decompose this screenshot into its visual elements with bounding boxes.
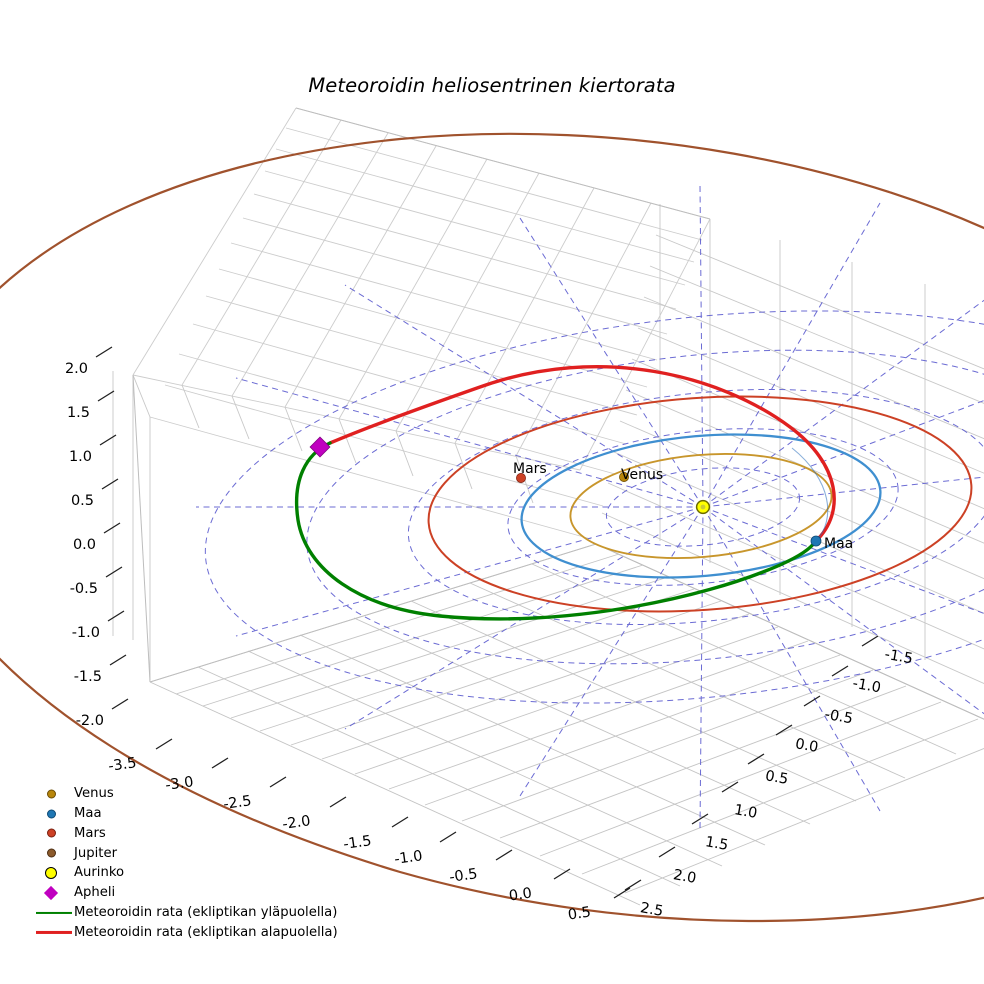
z-tick: -2.0 bbox=[76, 713, 104, 729]
body-label-mars: Mars bbox=[513, 461, 547, 477]
legend-item-maa[interactable]: Maa bbox=[32, 804, 362, 824]
y-tick: 1.5 bbox=[704, 834, 729, 854]
legend-label-jupiter: Jupiter bbox=[74, 845, 117, 861]
legend-marker-rata-alapuolella bbox=[32, 923, 74, 943]
legend-label-apheli: Apheli bbox=[74, 885, 116, 901]
x-tick: -2.0 bbox=[281, 813, 311, 833]
legend-item-apheli[interactable]: Apheli bbox=[32, 883, 362, 903]
pane-grid-left-vertical bbox=[132, 374, 534, 504]
box-edges bbox=[132, 107, 984, 720]
orbit-maa bbox=[520, 433, 882, 579]
y-tick: -1.5 bbox=[883, 647, 914, 668]
x-tick: -3.5 bbox=[107, 755, 137, 775]
orbit-mars bbox=[427, 395, 973, 613]
body-markers bbox=[309, 436, 822, 547]
legend-item-rata-ylapuolella[interactable]: Meteoroidin rata (ekliptikan yläpuolella… bbox=[32, 903, 362, 923]
legend-item-mars[interactable]: Mars bbox=[32, 824, 362, 844]
legend-label-aurinko: Aurinko bbox=[74, 865, 125, 881]
legend-marker-jupiter bbox=[32, 843, 74, 863]
meteoroid-orbit-below-ecliptic bbox=[328, 365, 836, 543]
meteoroid-orbit-above-ecliptic bbox=[295, 441, 818, 621]
legend-item-rata-alapuolella[interactable]: Meteoroidin rata (ekliptikan alapuolella… bbox=[32, 923, 362, 943]
marker-apheli bbox=[309, 436, 331, 458]
y-tick: -0.5 bbox=[823, 707, 854, 728]
orbit-jupiter bbox=[0, 132, 984, 923]
tick-marks bbox=[95, 346, 879, 899]
orbit-venus bbox=[569, 452, 833, 560]
meteoroid-orbit-node-hint bbox=[791, 447, 829, 542]
marker-mars bbox=[516, 473, 526, 483]
body-label-venus: Venus bbox=[621, 467, 663, 483]
legend-marker-aurinko bbox=[32, 863, 74, 883]
page-title: Meteoroidin heliosentrinen kiertorata bbox=[308, 74, 676, 97]
z-axis-tick-labels: 2.0 1.5 1.0 0.5 0.0 -0.5 -1.0 -1.5 -2.0 bbox=[65, 361, 104, 729]
y-axis-tick-labels-bottom: 2.5 2.0 1.5 1.0 bbox=[639, 802, 758, 920]
marker-venus bbox=[619, 472, 629, 482]
legend-label-maa: Maa bbox=[74, 806, 102, 822]
legend: Venus Maa Mars Jupiter Aurinko bbox=[32, 784, 362, 942]
polar-grid bbox=[196, 184, 984, 830]
z-tick: -0.5 bbox=[70, 581, 98, 597]
x-tick: -0.5 bbox=[448, 866, 478, 886]
legend-label-rata-alapuolella: Meteoroidin rata (ekliptikan alapuolella… bbox=[74, 924, 338, 940]
y-axis-tick-labels-right: -1.5 -1.0 -0.5 0.0 0.5 bbox=[764, 647, 914, 788]
legend-label-venus: Venus bbox=[74, 786, 114, 802]
x-tick: 0.0 bbox=[508, 886, 533, 905]
x-tick: -1.0 bbox=[393, 848, 423, 868]
legend-marker-maa bbox=[32, 804, 74, 824]
marker-maa bbox=[810, 535, 822, 547]
y-tick: 0.5 bbox=[764, 768, 789, 788]
legend-item-aurinko[interactable]: Aurinko bbox=[32, 863, 362, 883]
legend-item-jupiter[interactable]: Jupiter bbox=[32, 843, 362, 863]
y-tick: 1.0 bbox=[733, 802, 758, 822]
legend-marker-apheli bbox=[32, 883, 74, 903]
body-text-labels: Mars Venus Maa bbox=[513, 461, 853, 552]
x-axis-tick-labels: -3.5 -3.0 -2.5 -2.0 -1.5 -1.0 -0.5 0.0 0… bbox=[107, 755, 592, 923]
y-tick: 2.5 bbox=[639, 900, 664, 920]
legend-item-venus[interactable]: Venus bbox=[32, 784, 362, 804]
z-tick: 0.0 bbox=[73, 537, 96, 553]
x-tick: -2.5 bbox=[222, 793, 252, 813]
z-tick: -1.0 bbox=[72, 625, 100, 641]
y-tick: -1.0 bbox=[851, 676, 882, 697]
legend-marker-rata-ylapuolella bbox=[32, 903, 74, 923]
z-tick: 1.5 bbox=[67, 405, 90, 421]
z-tick: 1.0 bbox=[69, 449, 92, 465]
pane-grid-zwall bbox=[112, 371, 151, 680]
y-tick: 2.0 bbox=[672, 867, 697, 887]
marker-aurinko bbox=[695, 499, 711, 515]
z-tick: 2.0 bbox=[65, 361, 88, 377]
x-tick: -3.0 bbox=[164, 774, 194, 794]
legend-label-mars: Mars bbox=[74, 825, 106, 841]
x-tick: -1.5 bbox=[342, 833, 372, 853]
body-label-maa: Maa bbox=[824, 536, 853, 552]
legend-label-rata-ylapuolella: Meteoroidin rata (ekliptikan yläpuolella… bbox=[74, 905, 338, 921]
z-tick: -1.5 bbox=[74, 669, 102, 685]
x-tick: 0.5 bbox=[567, 905, 592, 924]
legend-marker-venus bbox=[32, 784, 74, 804]
z-tick: 0.5 bbox=[71, 493, 94, 509]
y-tick: 0.0 bbox=[794, 736, 819, 756]
legend-marker-mars bbox=[32, 824, 74, 844]
